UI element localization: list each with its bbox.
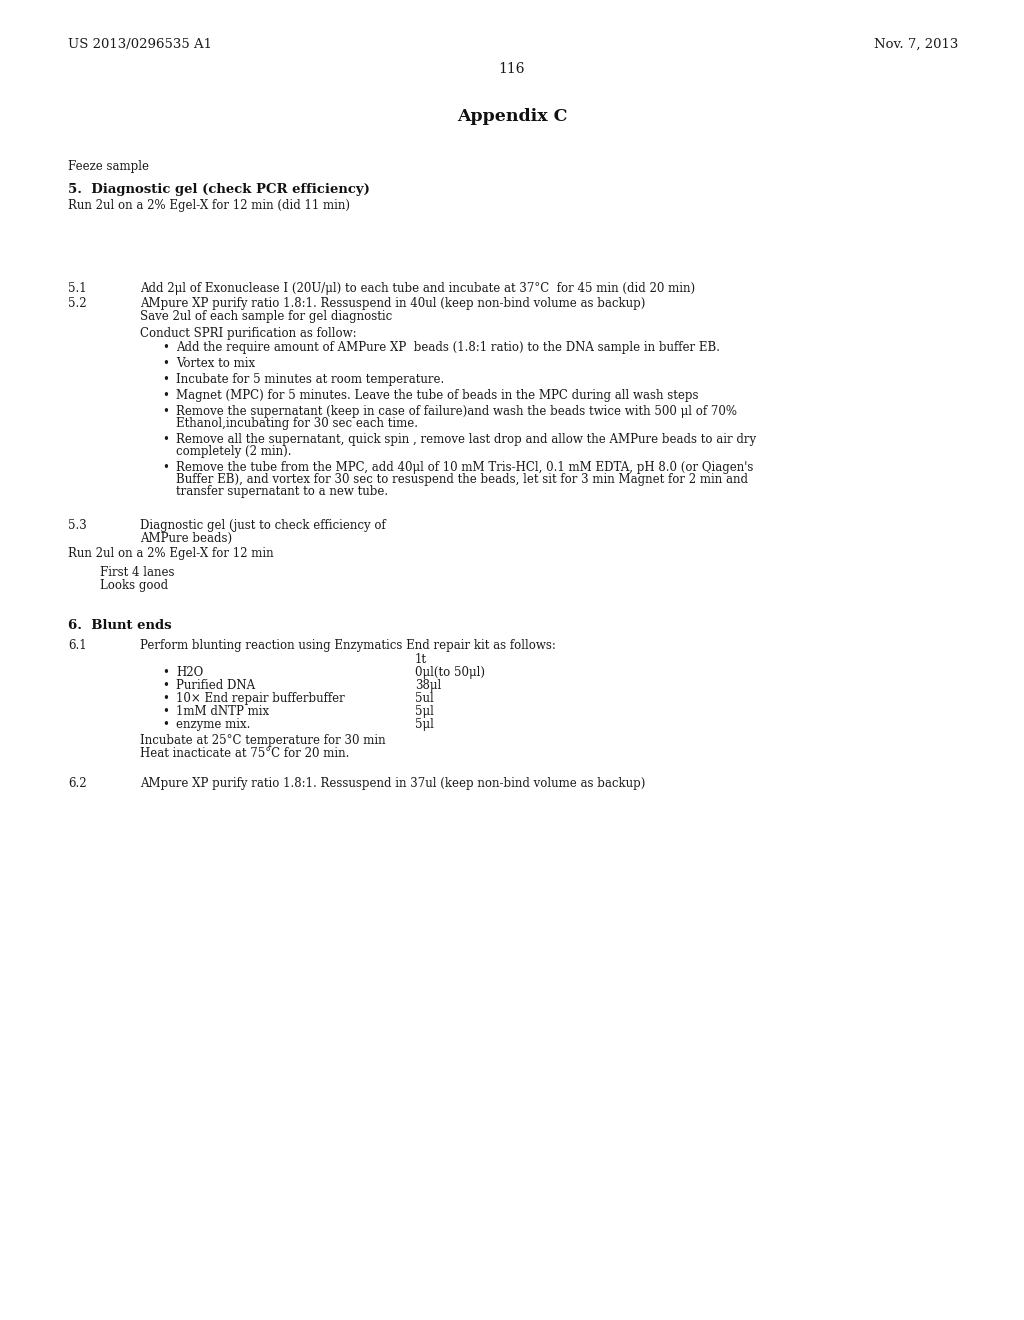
Text: Looks good: Looks good xyxy=(100,579,168,591)
Text: Remove the tube from the MPC, add 40μl of 10 mM Tris-HCl, 0.1 mM EDTA, pH 8.0 (o: Remove the tube from the MPC, add 40μl o… xyxy=(176,461,754,474)
Text: Nov. 7, 2013: Nov. 7, 2013 xyxy=(873,38,958,51)
Text: 38μl: 38μl xyxy=(415,678,441,692)
Text: First 4 lanes: First 4 lanes xyxy=(100,566,174,579)
Text: AMpure XP purify ratio 1.8:1. Ressuspend in 40ul (keep non-bind volume as backup: AMpure XP purify ratio 1.8:1. Ressuspend… xyxy=(140,297,645,310)
Text: 5.3: 5.3 xyxy=(68,519,87,532)
Text: •: • xyxy=(162,341,169,354)
Text: Remove all the supernatant, quick spin , remove last drop and allow the AMPure b: Remove all the supernatant, quick spin ,… xyxy=(176,433,756,446)
Text: 5ul: 5ul xyxy=(415,692,434,705)
Text: AMpure XP purify ratio 1.8:1. Ressuspend in 37ul (keep non-bind volume as backup: AMpure XP purify ratio 1.8:1. Ressuspend… xyxy=(140,777,645,789)
Text: •: • xyxy=(162,356,169,370)
Text: 5.  Diagnostic gel (check PCR efficiency): 5. Diagnostic gel (check PCR efficiency) xyxy=(68,183,370,195)
Text: H2O: H2O xyxy=(176,667,203,678)
Text: •: • xyxy=(162,678,169,692)
Text: Incubate for 5 minutes at room temperature.: Incubate for 5 minutes at room temperatu… xyxy=(176,374,444,385)
Text: 6.2: 6.2 xyxy=(68,777,87,789)
Text: 1t: 1t xyxy=(415,653,427,667)
Text: Magnet (MPC) for 5 minutes. Leave the tube of beads in the MPC during all wash s: Magnet (MPC) for 5 minutes. Leave the tu… xyxy=(176,389,698,403)
Text: •: • xyxy=(162,433,169,446)
Text: Save 2ul of each sample for gel diagnostic: Save 2ul of each sample for gel diagnost… xyxy=(140,310,392,323)
Text: 5μl: 5μl xyxy=(415,705,434,718)
Text: Buffer EB), and vortex for 30 sec to resuspend the beads, let sit for 3 min Magn: Buffer EB), and vortex for 30 sec to res… xyxy=(176,473,748,486)
Text: Run 2ul on a 2% Egel-X for 12 min (did 11 min): Run 2ul on a 2% Egel-X for 12 min (did 1… xyxy=(68,199,350,213)
Text: •: • xyxy=(162,405,169,418)
Text: •: • xyxy=(162,667,169,678)
Text: 0μl(to 50μl): 0μl(to 50μl) xyxy=(415,667,485,678)
Text: AMPure beads): AMPure beads) xyxy=(140,532,232,545)
Text: •: • xyxy=(162,461,169,474)
Text: •: • xyxy=(162,374,169,385)
Text: 10× End repair bufferbuffer: 10× End repair bufferbuffer xyxy=(176,692,345,705)
Text: Feeze sample: Feeze sample xyxy=(68,160,150,173)
Text: •: • xyxy=(162,389,169,403)
Text: 116: 116 xyxy=(499,62,525,77)
Text: Add the require amount of AMPure XP  beads (1.8:1 ratio) to the DNA sample in bu: Add the require amount of AMPure XP bead… xyxy=(176,341,720,354)
Text: completely (2 min).: completely (2 min). xyxy=(176,445,292,458)
Text: Heat inacticate at 75°C for 20 min.: Heat inacticate at 75°C for 20 min. xyxy=(140,747,349,760)
Text: Incubate at 25°C temperature for 30 min: Incubate at 25°C temperature for 30 min xyxy=(140,734,386,747)
Text: Appendix C: Appendix C xyxy=(457,108,567,125)
Text: Perform blunting reaction using Enzymatics End repair kit as follows:: Perform blunting reaction using Enzymati… xyxy=(140,639,556,652)
Text: 6.  Blunt ends: 6. Blunt ends xyxy=(68,619,172,632)
Text: •: • xyxy=(162,705,169,718)
Text: Remove the supernatant (keep in case of failure)and wash the beads twice with 50: Remove the supernatant (keep in case of … xyxy=(176,405,737,418)
Text: Conduct SPRI purification as follow:: Conduct SPRI purification as follow: xyxy=(140,327,356,341)
Text: 5.2: 5.2 xyxy=(68,297,87,310)
Text: 5.1: 5.1 xyxy=(68,282,87,294)
Text: transfer supernatant to a new tube.: transfer supernatant to a new tube. xyxy=(176,484,388,498)
Text: Run 2ul on a 2% Egel-X for 12 min: Run 2ul on a 2% Egel-X for 12 min xyxy=(68,546,273,560)
Text: Diagnostic gel (just to check efficiency of: Diagnostic gel (just to check efficiency… xyxy=(140,519,386,532)
Text: US 2013/0296535 A1: US 2013/0296535 A1 xyxy=(68,38,212,51)
Text: enzyme mix.: enzyme mix. xyxy=(176,718,251,731)
Text: •: • xyxy=(162,692,169,705)
Text: Vortex to mix: Vortex to mix xyxy=(176,356,255,370)
Text: Ethanol,incubating for 30 sec each time.: Ethanol,incubating for 30 sec each time. xyxy=(176,417,418,430)
Text: 1mM dNTP mix: 1mM dNTP mix xyxy=(176,705,269,718)
Text: Add 2μl of Exonuclease I (20U/μl) to each tube and incubate at 37°C  for 45 min : Add 2μl of Exonuclease I (20U/μl) to eac… xyxy=(140,282,695,294)
Text: 5μl: 5μl xyxy=(415,718,434,731)
Text: Purified DNA: Purified DNA xyxy=(176,678,255,692)
Text: 6.1: 6.1 xyxy=(68,639,87,652)
Text: •: • xyxy=(162,718,169,731)
